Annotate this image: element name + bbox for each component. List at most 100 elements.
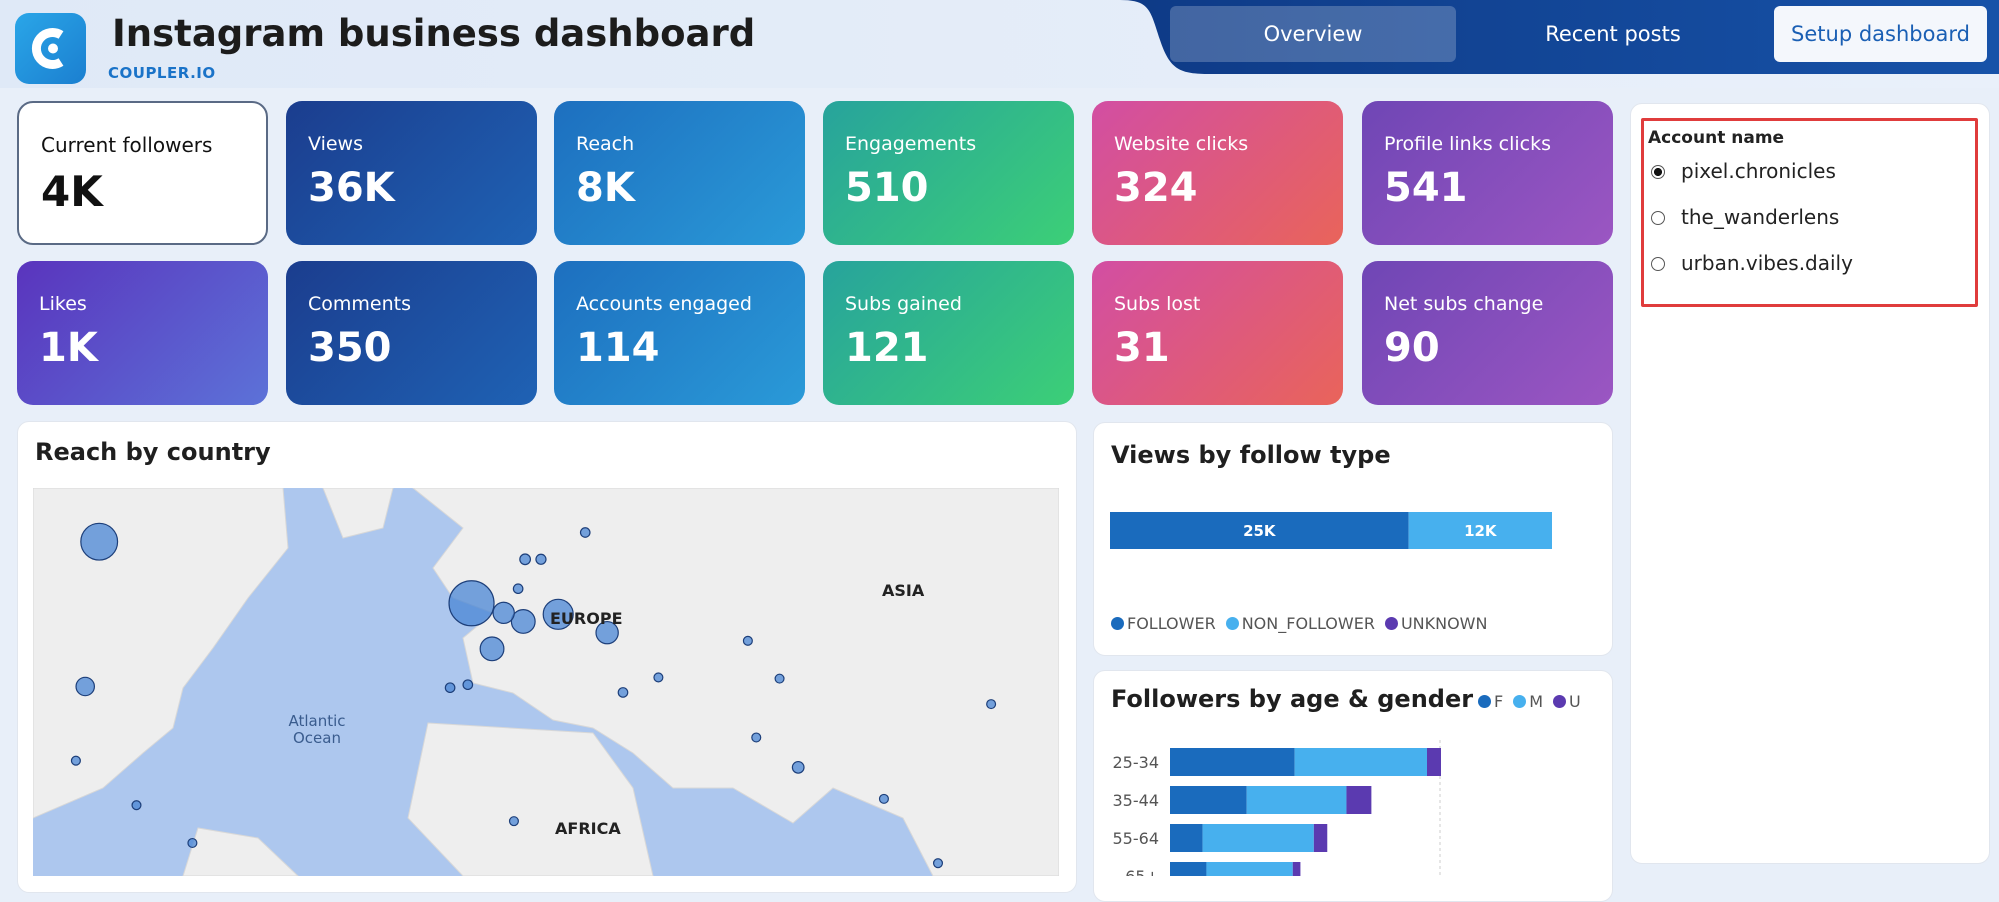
bar-segment <box>1170 748 1295 776</box>
kpi-value: 541 <box>1384 165 1468 211</box>
map-bubble <box>542 598 574 630</box>
legend-swatch <box>1225 617 1239 630</box>
legend-label: FOLLOWER <box>1127 614 1216 633</box>
radio-label: pixel.chronicles <box>1681 159 1836 183</box>
map-label: ASIA <box>882 581 925 600</box>
kpi-label: Subs gained <box>845 293 962 315</box>
filter-panel: Account name pixel.chronicles the_wanderl… <box>1630 103 1990 864</box>
map-bubble <box>70 755 81 766</box>
map-bubble <box>492 601 515 625</box>
kpi-value: 90 <box>1384 325 1440 371</box>
kpi-card: Comments 350 <box>286 261 537 405</box>
kpi-card: Current followers 4K <box>17 101 268 245</box>
map-bubble <box>791 760 805 774</box>
bar-segment <box>1170 824 1203 852</box>
map-bubble <box>653 672 664 683</box>
map-label: AFRICA <box>555 819 621 838</box>
data-label: 12K <box>1464 522 1498 540</box>
bar-segment <box>1110 512 1409 549</box>
bar-segment <box>1294 748 1427 776</box>
bar-segment <box>1170 786 1247 814</box>
kpi-label: Website clicks <box>1114 133 1249 155</box>
bar-segment <box>1170 862 1207 876</box>
map-bubble <box>448 580 495 627</box>
legend-item: FOLLOWER <box>1111 614 1216 633</box>
tab[interactable]: Recent posts <box>1545 22 1681 46</box>
legend-label: M <box>1529 692 1544 711</box>
kpi-card: Subs lost 31 <box>1092 261 1343 405</box>
bar-segment <box>1202 824 1314 852</box>
legend: FOLLOWER NON_FOLLOWER UNKNOWN <box>1111 614 1487 633</box>
map-bubble <box>512 583 524 595</box>
map-bubble <box>80 522 119 561</box>
kpi-label: Views <box>308 133 363 155</box>
legend-label: NON_FOLLOWER <box>1241 614 1375 633</box>
map-bubble <box>131 800 142 811</box>
tab[interactable]: Overview <box>1170 6 1456 62</box>
map-bubble <box>751 732 762 743</box>
setup-button[interactable]: Setup dashboard <box>1774 6 1987 62</box>
kpi-card: Website clicks 324 <box>1092 101 1343 245</box>
legend-swatch <box>1553 695 1567 708</box>
map <box>33 488 1059 876</box>
kpi-card: Views 36K <box>286 101 537 245</box>
kpi-value: 4K <box>41 167 103 216</box>
map-bubble <box>774 673 785 684</box>
bar-segment <box>1426 748 1441 776</box>
map-bubble <box>595 620 619 645</box>
kpi-value: 114 <box>576 325 660 371</box>
bar-segment <box>1408 512 1552 549</box>
kpi-label: Comments <box>308 293 411 315</box>
kpi-label: Subs lost <box>1114 293 1201 315</box>
radio-label: the_wanderlens <box>1681 205 1840 229</box>
legend-item: U <box>1553 692 1581 711</box>
map-bubble <box>878 793 889 804</box>
map-bubble <box>187 837 198 849</box>
kpi-value: 350 <box>308 325 392 371</box>
map-bubble <box>932 858 944 869</box>
filter-title: Account name <box>1648 128 1785 148</box>
kpi-card: Reach 8K <box>554 101 805 245</box>
legend-item: NON_FOLLOWER <box>1225 614 1375 633</box>
bar-segment <box>1246 786 1347 814</box>
legend-swatch <box>1513 695 1527 708</box>
chart-title: Followers by age & gender <box>1111 685 1474 713</box>
map-bubble <box>519 553 532 566</box>
logo <box>15 13 86 84</box>
map-bubble <box>579 527 591 538</box>
brand: COUPLER.IO <box>108 64 216 82</box>
legend-label: U <box>1569 692 1581 711</box>
radio-label: urban.vibes.daily <box>1681 251 1853 275</box>
kpi-label: Likes <box>39 293 87 315</box>
kpi-value: 31 <box>1114 325 1170 371</box>
bar-segment <box>1346 786 1372 814</box>
map-bubble <box>479 636 505 662</box>
logo-icon <box>31 28 64 69</box>
bar-segment <box>1206 862 1293 876</box>
page-title: Instagram business dashboard <box>112 12 756 55</box>
kpi-value: 36K <box>308 165 395 211</box>
legend-label: F <box>1494 692 1504 711</box>
map-bubble <box>742 635 753 646</box>
map-bubble <box>535 553 547 565</box>
radio[interactable] <box>1651 257 1665 271</box>
legend-item: M <box>1513 692 1543 711</box>
kpi-label: Engagements <box>845 133 977 155</box>
data-label: 25K <box>1243 522 1277 540</box>
legend-swatch <box>1111 617 1124 630</box>
chart-title: Reach by country <box>35 438 271 466</box>
map-label: EUROPE <box>550 609 623 628</box>
map-bubble <box>462 679 474 691</box>
kpi-value: 1K <box>39 325 98 371</box>
radio[interactable] <box>1651 165 1665 179</box>
legend-swatch <box>1384 617 1398 630</box>
legend-label: UNKNOWN <box>1400 614 1488 633</box>
kpi-card: Subs gained 121 <box>823 261 1074 405</box>
bar-segment <box>1292 862 1301 876</box>
y-tick-label: 55-64 <box>1113 829 1160 848</box>
radio[interactable] <box>1651 211 1665 225</box>
kpi-card: Profile links clicks 541 <box>1362 101 1613 245</box>
bar-segment <box>1313 824 1328 852</box>
